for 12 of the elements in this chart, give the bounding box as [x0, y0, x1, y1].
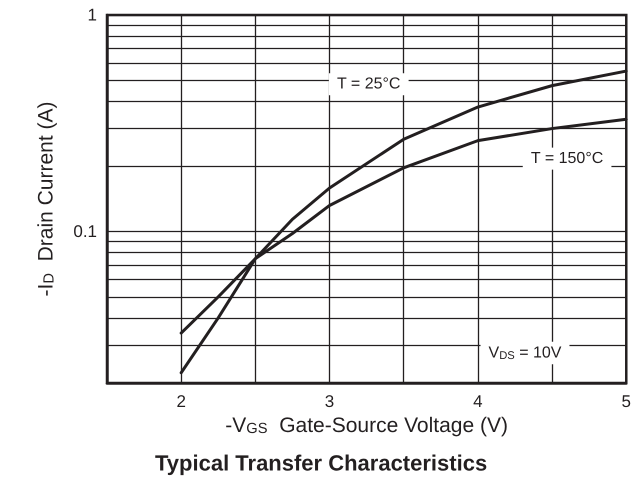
- x-axis-title: -VGS Gate-Source Voltage (V): [225, 414, 508, 438]
- y-tick-label: 0.1: [73, 222, 97, 242]
- x-tick-label: 4: [473, 392, 483, 411]
- text: T = 25°C: [336, 76, 400, 93]
- x-tick-label: 5: [622, 392, 632, 411]
- annotation: VDS = 10V: [488, 344, 562, 362]
- x-tick-label: 2: [176, 392, 186, 411]
- series-label: T = 150°C: [530, 150, 604, 168]
- y-axis-title: -ID Drain Current (A): [34, 102, 58, 296]
- x-tick-label: 3: [324, 392, 334, 411]
- y-tick-label: 1: [88, 6, 97, 24]
- text: Typical Transfer Characteristics: [155, 450, 488, 476]
